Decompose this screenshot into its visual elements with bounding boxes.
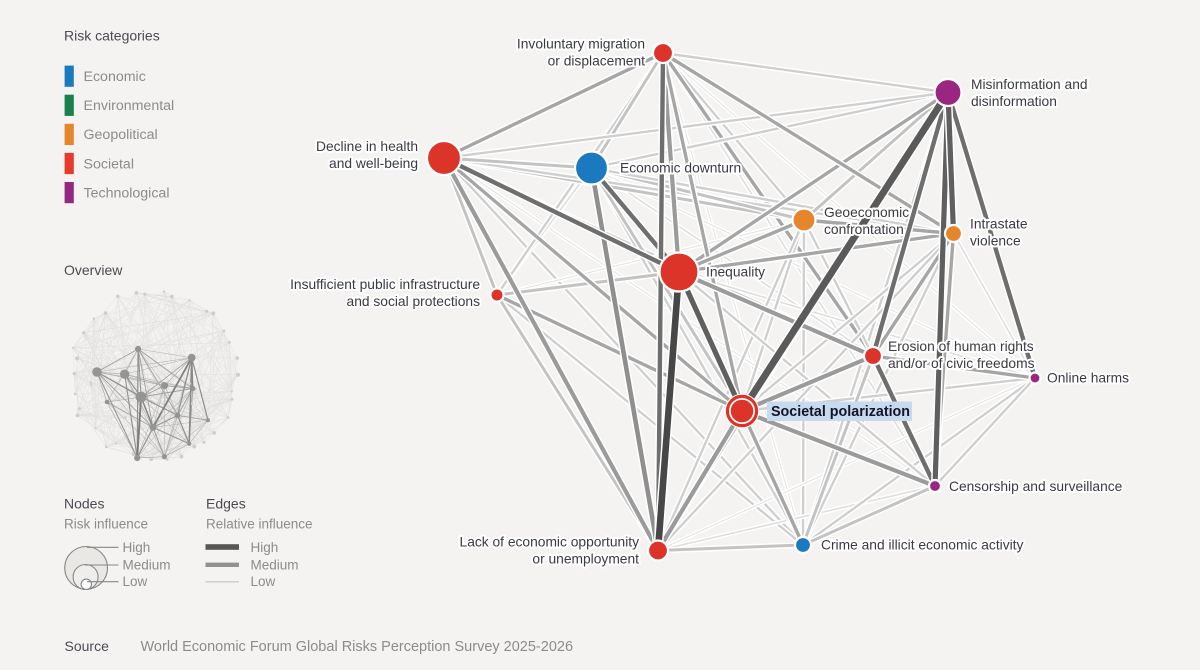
svg-text:Involuntary migration: Involuntary migration bbox=[517, 37, 645, 52]
svg-text:World Economic Forum Global Ri: World Economic Forum Global Risks Percep… bbox=[141, 639, 574, 655]
svg-text:and well-being: and well-being bbox=[329, 156, 418, 171]
svg-text:Online harms: Online harms bbox=[1047, 371, 1129, 386]
svg-text:Geoeconomic: Geoeconomic bbox=[824, 205, 909, 220]
svg-text:Decline in health: Decline in health bbox=[316, 139, 418, 154]
svg-text:Technological: Technological bbox=[84, 185, 170, 201]
svg-text:Insufficient public infrastruc: Insufficient public infrastructure bbox=[290, 277, 480, 292]
svg-text:Overview: Overview bbox=[64, 262, 123, 278]
svg-text:and social protections: and social protections bbox=[347, 294, 481, 309]
svg-text:or unemployment: or unemployment bbox=[532, 551, 639, 566]
svg-text:Nodes: Nodes bbox=[64, 496, 104, 512]
svg-text:Societal: Societal bbox=[84, 156, 134, 172]
svg-text:Societal polarization: Societal polarization bbox=[771, 404, 910, 420]
svg-text:violence: violence bbox=[970, 233, 1021, 248]
svg-text:Misinformation and: Misinformation and bbox=[971, 77, 1088, 92]
svg-text:High: High bbox=[123, 540, 151, 555]
svg-text:Economic: Economic bbox=[84, 69, 146, 85]
svg-text:and/or of civic freedoms: and/or of civic freedoms bbox=[888, 356, 1035, 371]
svg-text:Risk categories: Risk categories bbox=[64, 28, 160, 44]
svg-text:Crime and illicit economic act: Crime and illicit economic activity bbox=[821, 538, 1024, 553]
svg-text:disinformation: disinformation bbox=[971, 94, 1057, 109]
svg-text:Intrastate: Intrastate bbox=[970, 217, 1028, 232]
svg-text:Relative influence: Relative influence bbox=[206, 517, 313, 532]
svg-text:Inequality: Inequality bbox=[706, 265, 765, 280]
svg-text:Edges: Edges bbox=[206, 496, 246, 512]
svg-text:Economic downturn: Economic downturn bbox=[620, 161, 741, 176]
svg-text:High: High bbox=[251, 540, 279, 555]
svg-text:Lack of economic opportunity: Lack of economic opportunity bbox=[460, 535, 640, 550]
svg-text:Low: Low bbox=[251, 574, 276, 589]
svg-text:Low: Low bbox=[123, 574, 148, 589]
svg-text:Source: Source bbox=[65, 638, 110, 654]
svg-text:Medium: Medium bbox=[251, 558, 299, 573]
svg-text:Censorship and surveillance: Censorship and surveillance bbox=[949, 479, 1123, 494]
svg-text:Erosion of human rights: Erosion of human rights bbox=[888, 339, 1034, 354]
svg-text:Risk influence: Risk influence bbox=[64, 517, 148, 532]
svg-text:Geopolitical: Geopolitical bbox=[84, 127, 158, 143]
svg-text:or displacement: or displacement bbox=[548, 53, 646, 68]
svg-text:confrontation: confrontation bbox=[824, 222, 904, 237]
svg-text:Medium: Medium bbox=[123, 558, 171, 573]
svg-text:Environmental: Environmental bbox=[84, 98, 175, 114]
